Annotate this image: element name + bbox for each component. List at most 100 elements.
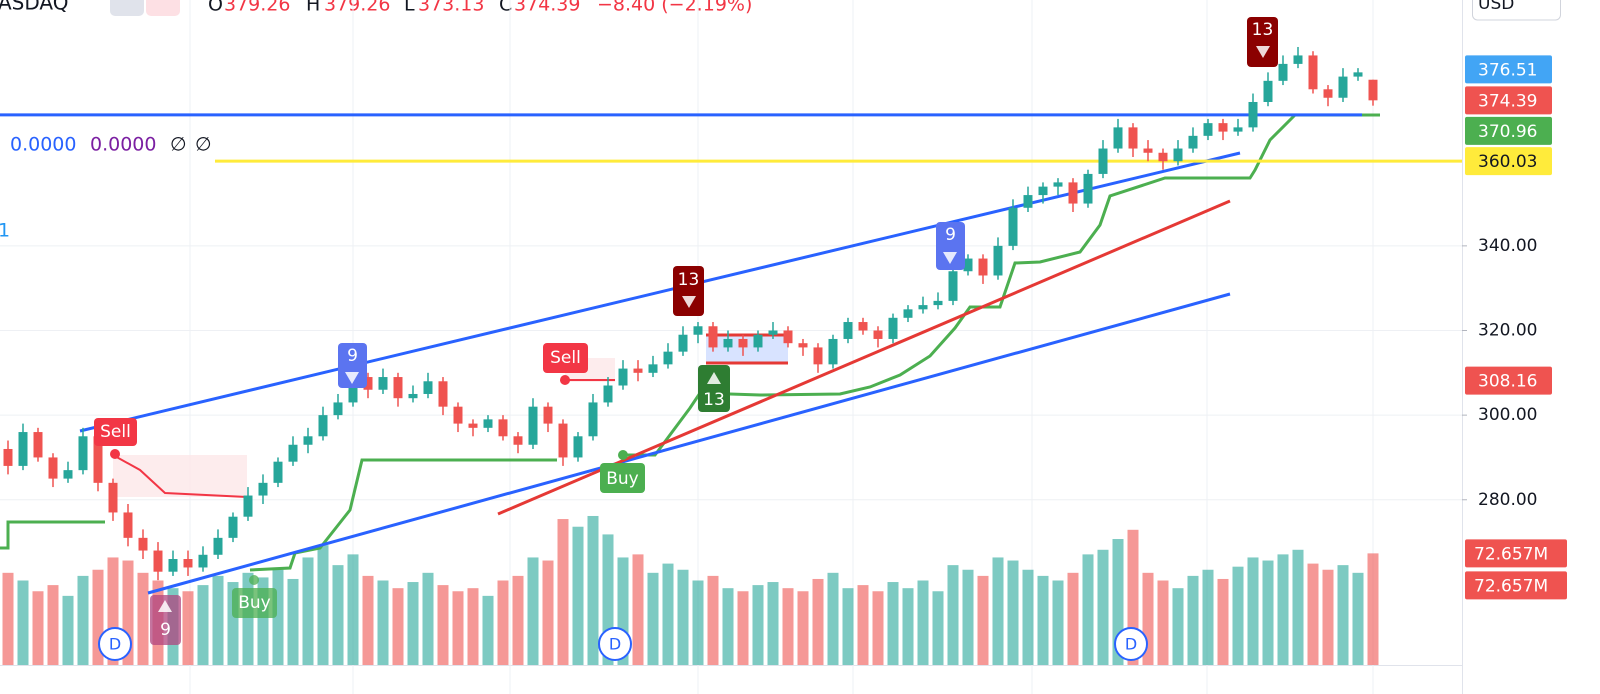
volume-bar (1232, 566, 1244, 665)
signal-dot (110, 449, 120, 459)
volume-bar (857, 585, 869, 665)
volume-bar (1052, 580, 1064, 665)
candle-body (393, 377, 403, 399)
candle-body (1293, 55, 1303, 64)
signal-box (338, 343, 367, 388)
candle-body (783, 330, 793, 344)
candle-body (273, 461, 283, 483)
candle-body (93, 436, 103, 483)
candle-body (1338, 76, 1348, 98)
ohlc-value: 379.26 (324, 0, 390, 16)
signal-box (150, 595, 181, 645)
volume-bar (812, 578, 824, 665)
candle-body (663, 351, 673, 365)
candle-body (1113, 127, 1123, 149)
candle-body (243, 495, 253, 517)
volume-bar (422, 572, 434, 665)
candle-body (1278, 63, 1288, 81)
candle-body (138, 537, 148, 551)
y-tick-label: 300.00 (1478, 405, 1537, 425)
candle-body (873, 330, 883, 339)
candle-body (558, 423, 568, 458)
volume-bar (47, 585, 59, 665)
candle-body (168, 559, 178, 572)
candle-body (843, 322, 853, 339)
trend-line (497, 199, 1231, 516)
volume-bar (407, 582, 419, 665)
volume-bar (362, 575, 374, 665)
volume-bar (722, 588, 734, 665)
volume-bar (887, 582, 899, 665)
volume-bar (62, 595, 74, 665)
candle-body (738, 338, 748, 348)
ohlc-value: 373.13 (418, 0, 484, 16)
volume-bar (437, 585, 449, 665)
candle-body (33, 432, 43, 458)
volume-bar (1142, 572, 1154, 665)
volume-bar (932, 591, 944, 665)
signal-box (232, 588, 277, 618)
y-tick-label: 320.00 (1478, 320, 1537, 340)
candle-body (768, 330, 778, 335)
volume-bar (77, 575, 89, 665)
candle-body (1143, 148, 1153, 153)
candle-body (1248, 101, 1258, 128)
signal-box (600, 463, 645, 493)
candle-body (363, 377, 373, 390)
volume-bar (1262, 560, 1274, 665)
candle-body (618, 368, 628, 386)
session-marker-label: D (109, 635, 121, 654)
volume-bar (872, 591, 884, 665)
volume-bar (497, 580, 509, 665)
volume-bar (1337, 565, 1349, 665)
volume-bar (1247, 557, 1259, 665)
price-label: 308.16 (1478, 372, 1537, 392)
volume-bar (1112, 539, 1124, 665)
ohlc-key: C (499, 0, 512, 16)
ohlc-value: 374.39 (514, 0, 580, 16)
candle-body (468, 423, 478, 428)
supertrend-up (620, 113, 1380, 457)
signal-arrow (345, 372, 359, 384)
signal-label: Sell (550, 348, 581, 368)
ohlc-key: H (306, 0, 320, 16)
indicator-value: ∅ (195, 134, 212, 156)
toggle-icon[interactable] (146, 0, 180, 16)
candle-body (543, 406, 553, 424)
volume-bar (692, 580, 704, 665)
volume-label-box (1465, 539, 1567, 568)
candle-body (798, 343, 808, 348)
signal-box (673, 266, 704, 316)
volume-label: 72.657M (1474, 576, 1548, 596)
volume-bar (467, 588, 479, 665)
candle-body (1188, 135, 1198, 149)
candle-body (1173, 148, 1183, 162)
volume-bar (917, 580, 929, 665)
currency[interactable]: USD (1478, 0, 1514, 14)
toggle-icon[interactable] (110, 0, 144, 16)
volume-bar (1097, 549, 1109, 665)
volume-bar (512, 575, 524, 665)
candle-body (1083, 173, 1093, 204)
volume-bar (1067, 572, 1079, 665)
session-marker-label: D (609, 635, 621, 654)
session-marker-label: D (1125, 635, 1137, 654)
supertrend-up (0, 520, 105, 550)
volume-bar (962, 569, 974, 665)
signal-box (94, 418, 137, 446)
volume-bar (767, 582, 779, 665)
candle-body (498, 419, 508, 437)
candle-body (3, 448, 13, 466)
volume-bar (662, 563, 674, 665)
candle-body (978, 258, 988, 276)
volume-bar (32, 591, 44, 665)
volume-bar (602, 534, 614, 665)
candle-body (1203, 123, 1213, 136)
volume-bar (317, 545, 329, 665)
signal-arrow (682, 296, 696, 308)
currency-button[interactable] (1472, 0, 1561, 21)
signal-label: Buy (606, 469, 639, 489)
indicator-value: 0.0000 (10, 134, 76, 156)
candle-body (693, 326, 703, 335)
volume-bar (452, 591, 464, 665)
